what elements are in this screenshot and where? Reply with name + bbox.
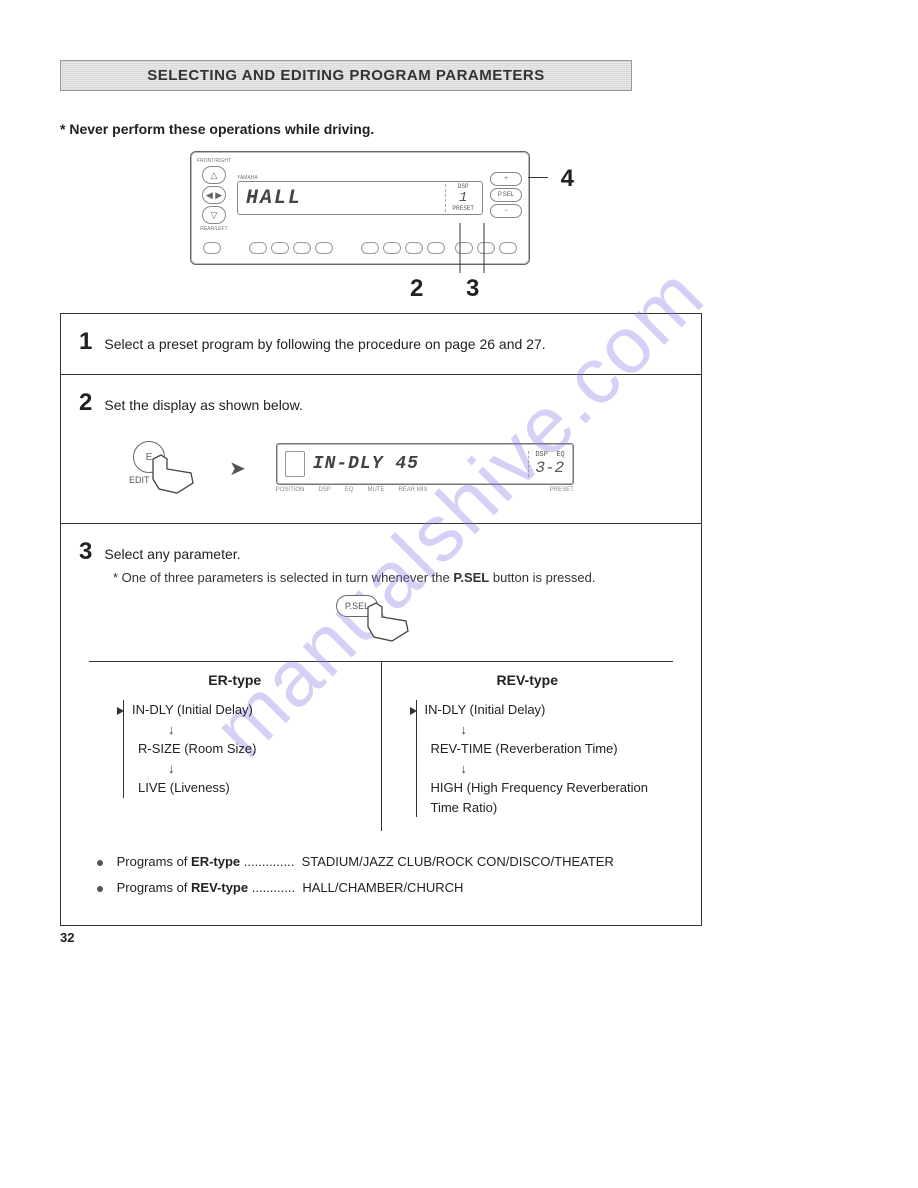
section-title-bar: SELECTING AND EDITING PROGRAM PARAMETERS xyxy=(60,60,632,91)
step-3-text: Select any parameter. xyxy=(104,546,240,562)
nav-up-button: △ xyxy=(202,166,226,184)
lcd2-under-labels: POSITION DSP EQ MUTE REAR MIX PRESET xyxy=(276,487,574,493)
triangle-icon xyxy=(410,707,417,715)
program-list: Programs of ER-type .............. STADI… xyxy=(97,849,679,901)
psel-button: P.SEL xyxy=(490,188,522,202)
small-button xyxy=(249,242,267,254)
small-button xyxy=(383,242,401,254)
rear-left-label: REAR/LEFT xyxy=(200,226,228,232)
er-type-title: ER-type xyxy=(105,672,365,688)
lcd2-side-text: DSP EQ 3-2 xyxy=(528,451,564,477)
front-right-label: FRONT/RIGHT xyxy=(197,158,231,164)
step-1: 1 Select a preset program by following t… xyxy=(61,314,701,375)
step-2-number: 2 xyxy=(79,389,92,417)
edit-label: EDIT xyxy=(129,475,150,485)
psel-button-graphic: P.SEL xyxy=(336,593,426,643)
device-illustration: FRONT/RIGHT △ ◀ ▶ ▽ REAR/LEFT YAMAHA HAL… xyxy=(190,151,530,265)
page-number: 32 xyxy=(60,930,858,945)
steps-container: 1 Select a preset program by following t… xyxy=(60,313,702,926)
rev-type-title: REV-type xyxy=(398,672,658,688)
plus-button: + xyxy=(490,172,522,186)
lcd-display-step2: IN-DLY 45 DSP EQ 3-2 xyxy=(276,443,574,485)
er-flow: IN-DLY (Initial Delay) ↓ R-SIZE (Room Si… xyxy=(123,700,365,798)
step-2: 2 Set the display as shown below. E EDIT… xyxy=(61,375,701,524)
rev-type-column: REV-type IN-DLY (Initial Delay) ↓ REV-TI… xyxy=(382,662,674,831)
step-1-text: Select a preset program by following the… xyxy=(104,336,545,352)
small-button xyxy=(315,242,333,254)
device-lcd: HALL DSP 1 PRESET xyxy=(237,181,483,215)
small-button xyxy=(361,242,379,254)
step-3-note: * One of three parameters is selected in… xyxy=(113,570,683,585)
driving-warning: * Never perform these operations while d… xyxy=(60,121,858,137)
small-button xyxy=(427,242,445,254)
arrow-icon: ➤ xyxy=(229,456,246,481)
nav-down-button: ▽ xyxy=(202,206,226,224)
small-button xyxy=(405,242,423,254)
lcd-main-text: HALL xyxy=(246,187,437,210)
callout-4: 4 xyxy=(561,165,574,193)
small-button xyxy=(293,242,311,254)
er-type-column: ER-type IN-DLY (Initial Delay) ↓ R-SIZE … xyxy=(89,662,382,831)
bullet-icon xyxy=(97,860,103,866)
parameter-columns: ER-type IN-DLY (Initial Delay) ↓ R-SIZE … xyxy=(89,661,673,831)
nav-mid-button: ◀ ▶ xyxy=(202,186,226,204)
step-3: 3 Select any parameter. * One of three p… xyxy=(61,524,701,925)
hand-icon xyxy=(362,601,414,643)
callout-2-3: 2 3 xyxy=(410,275,858,303)
step-3-number: 3 xyxy=(79,538,92,566)
er-programs-row: Programs of ER-type .............. STADI… xyxy=(97,849,679,875)
rev-programs-row: Programs of REV-type ............ HALL/C… xyxy=(97,875,679,901)
triangle-icon xyxy=(117,707,124,715)
step-1-number: 1 xyxy=(79,328,92,356)
bullet-icon xyxy=(97,886,103,892)
step-2-text: Set the display as shown below. xyxy=(104,397,302,413)
lcd2-main-text: IN-DLY 45 xyxy=(313,454,521,474)
rev-flow: IN-DLY (Initial Delay) ↓ REV-TIME (Rever… xyxy=(416,700,658,817)
small-button xyxy=(203,242,221,254)
lcd-preset-readout: DSP 1 PRESET xyxy=(445,184,474,212)
minus-button: − xyxy=(490,204,522,218)
callout-4-line xyxy=(528,177,548,178)
edit-button-graphic: E EDIT xyxy=(129,441,199,495)
hand-icon xyxy=(147,453,199,495)
callout-leader-lines xyxy=(450,223,510,279)
lcd-position-icon xyxy=(285,451,305,477)
small-button xyxy=(271,242,289,254)
